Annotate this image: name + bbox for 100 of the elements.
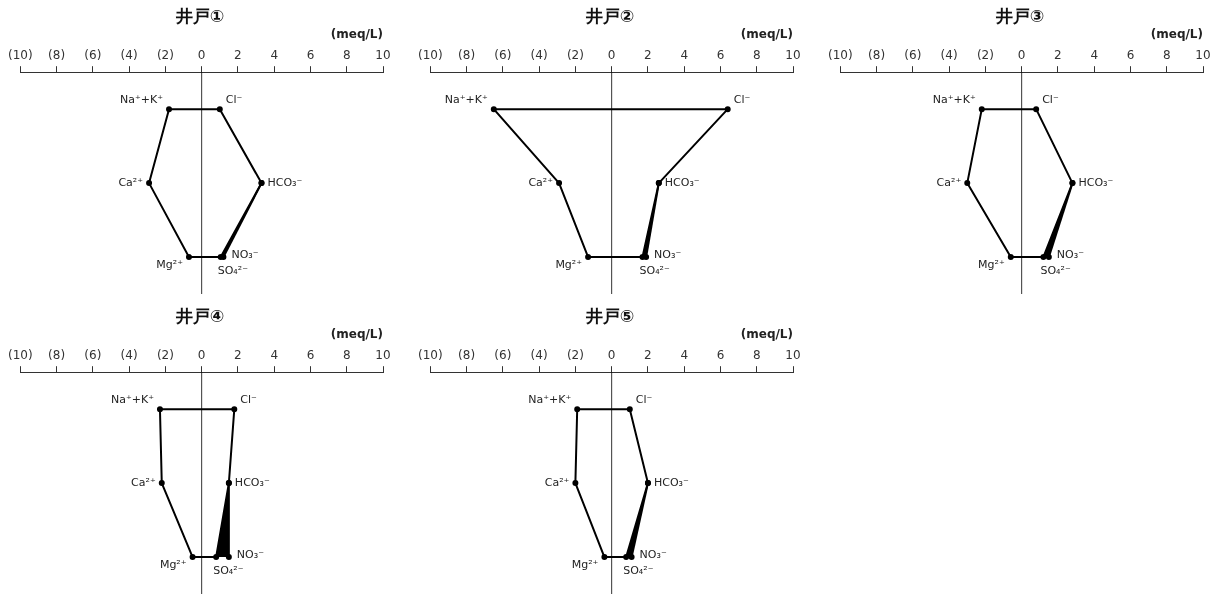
- data-label: SO₄²⁻: [623, 563, 654, 577]
- x-tick-label: 8: [342, 48, 351, 63]
- x-tick-label: 4: [1090, 48, 1099, 63]
- x-tick-label: 10: [1195, 48, 1211, 63]
- x-tick-label: (6): [494, 48, 512, 63]
- data-label: NO₃⁻: [236, 547, 265, 561]
- x-tick-label: (6): [494, 348, 512, 363]
- x-tick-label: 0: [607, 348, 616, 363]
- x-axis-title: (meq/L): [1150, 26, 1203, 41]
- data-label: HCO₃⁻: [664, 175, 700, 189]
- x-tick-label: 6: [716, 48, 725, 63]
- data-label: Na⁺+K⁺: [110, 393, 155, 407]
- data-label: SO₄²⁻: [217, 263, 249, 277]
- data-label: Mg²⁺: [978, 257, 1005, 271]
- x-tick-label: 6: [306, 48, 315, 63]
- x-tick-label: 2: [644, 348, 652, 363]
- data-label: Mg²⁺: [555, 257, 583, 271]
- x-tick-label: 6: [306, 348, 315, 363]
- data-label: Mg²⁺: [571, 557, 599, 571]
- x-tick-label: (4): [120, 48, 138, 63]
- data-label: HCO₃⁻: [267, 175, 303, 189]
- data-label: Na⁺+K⁺: [932, 93, 976, 107]
- x-tick-label: (10): [8, 48, 33, 63]
- data-label: Mg²⁺: [159, 557, 187, 571]
- data-label: NO₃⁻: [654, 247, 682, 261]
- x-tick-label: (6): [84, 348, 102, 363]
- x-tick-label: 4: [680, 48, 689, 63]
- x-tick-label: (2): [156, 48, 174, 63]
- x-tick-label: (8): [868, 48, 886, 63]
- data-label: Cl⁻: [635, 393, 653, 407]
- x-tick-label: (4): [940, 48, 958, 63]
- x-tick-label: 0: [607, 48, 616, 63]
- x-axis-title: (meq/L): [330, 326, 383, 341]
- x-tick-label: (8): [48, 48, 66, 63]
- x-tick-label: (4): [120, 348, 138, 363]
- data-label: Cl⁻: [1042, 93, 1059, 107]
- data-label: Cl⁻: [240, 393, 258, 407]
- data-label: Na⁺+K⁺: [444, 93, 488, 107]
- x-tick-label: 0: [197, 348, 206, 363]
- x-tick-label: (2): [976, 48, 994, 63]
- x-tick-label: 4: [270, 48, 279, 63]
- x-tick-label: (10): [828, 48, 853, 63]
- data-label: NO₃⁻: [639, 547, 667, 561]
- data-label: HCO₃⁻: [1078, 175, 1114, 189]
- x-tick-label: 4: [270, 348, 279, 363]
- data-label: SO₄²⁻: [213, 563, 244, 577]
- data-label: NO₃⁻: [231, 247, 259, 261]
- x-tick-label: 0: [1017, 48, 1026, 63]
- x-tick-label: 6: [716, 348, 725, 363]
- x-tick-label: 8: [342, 348, 351, 363]
- x-tick-label: (10): [418, 348, 443, 363]
- x-axis-title: (meq/L): [740, 26, 793, 41]
- x-tick-label: 8: [752, 348, 761, 363]
- data-label: Na⁺+K⁺: [528, 393, 572, 407]
- data-label: Ca²⁺: [528, 175, 554, 189]
- data-label: NO₃⁻: [1056, 247, 1085, 261]
- chart-title: 井戸⑤: [584, 305, 635, 326]
- x-tick-label: 10: [785, 348, 801, 363]
- data-label: Ca²⁺: [544, 475, 570, 489]
- x-tick-label: 4: [680, 348, 689, 363]
- x-tick-label: 2: [234, 48, 242, 63]
- data-label: HCO₃⁻: [234, 475, 270, 489]
- data-label: SO₄²⁻: [1040, 263, 1071, 277]
- x-tick-label: 6: [1126, 48, 1135, 63]
- data-label: Ca²⁺: [118, 175, 144, 189]
- x-tick-label: 2: [234, 348, 242, 363]
- x-tick-label: 2: [644, 48, 652, 63]
- data-label: Na⁺+K⁺: [120, 93, 164, 107]
- x-tick-label: (4): [530, 48, 548, 63]
- x-tick-label: (2): [156, 348, 174, 363]
- x-tick-label: (2): [566, 348, 584, 363]
- x-tick-label: 10: [375, 348, 391, 363]
- data-label: Cl⁻: [733, 93, 751, 107]
- x-tick-label: (8): [48, 348, 66, 363]
- x-tick-label: 2: [1054, 48, 1062, 63]
- data-label: SO₄²⁻: [639, 263, 670, 277]
- x-axis-title: (meq/L): [740, 326, 793, 341]
- x-tick-label: (2): [566, 48, 584, 63]
- chart-title: 井戸①: [174, 5, 225, 26]
- x-tick-label: 8: [752, 48, 761, 63]
- data-label: HCO₃⁻: [653, 475, 689, 489]
- x-tick-label: (6): [904, 48, 922, 63]
- chart-title: 井戸②: [584, 5, 635, 26]
- chart-title: 井戸③: [994, 5, 1045, 26]
- data-label: Ca²⁺: [131, 475, 156, 489]
- x-tick-label: 8: [1162, 48, 1171, 63]
- x-tick-label: (10): [418, 48, 443, 63]
- data-label: Mg²⁺: [156, 257, 184, 271]
- data-label: Cl⁻: [225, 93, 243, 107]
- x-tick-label: (8): [458, 348, 476, 363]
- x-tick-label: 10: [785, 48, 801, 63]
- chart-title: 井戸④: [174, 305, 225, 326]
- x-tick-label: (8): [458, 48, 476, 63]
- x-tick-label: 10: [375, 48, 391, 63]
- x-axis-title: (meq/L): [330, 26, 383, 41]
- data-label: Ca²⁺: [936, 175, 962, 189]
- x-tick-label: (10): [8, 348, 33, 363]
- x-tick-label: (4): [530, 348, 548, 363]
- x-tick-label: (6): [84, 48, 102, 63]
- x-tick-label: 0: [197, 48, 206, 63]
